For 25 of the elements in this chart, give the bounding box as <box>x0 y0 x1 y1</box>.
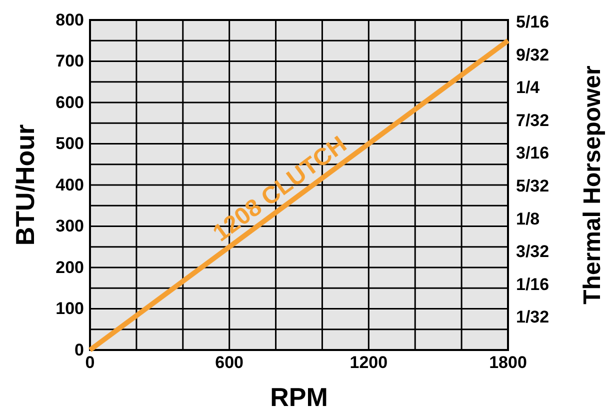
y-tick-label: 300 <box>56 216 84 236</box>
y-tick-label: 200 <box>56 258 84 277</box>
y2-tick-label: 9/32 <box>516 45 550 64</box>
y-tick-label: 600 <box>56 92 84 112</box>
y2-tick-label: 3/16 <box>516 144 550 163</box>
x-tick-label: 1200 <box>350 353 388 372</box>
y2-tick-label: 3/32 <box>516 242 550 262</box>
y-tick-label: 400 <box>56 175 84 194</box>
y2-tick-label: 1/32 <box>516 308 550 327</box>
y-axis-title: BTU/Hour <box>10 124 40 246</box>
y-tick-label: 500 <box>56 134 84 154</box>
y2-tick-label: 1/4 <box>516 78 540 98</box>
y-tick-label: 800 <box>56 10 84 30</box>
x-tick-label: 1800 <box>489 353 527 372</box>
y2-tick-label: 1/8 <box>516 209 540 228</box>
y2-tick-label: 7/32 <box>516 110 550 130</box>
y2-tick-label: 1/16 <box>516 274 550 294</box>
y-tick-label: 700 <box>56 52 84 71</box>
x-axis-title: RPM <box>270 382 328 412</box>
y2-axis-title: Thermal Horsepower <box>579 66 606 304</box>
x-tick-label: 600 <box>215 353 244 372</box>
y2-tick-label: 5/32 <box>516 176 550 196</box>
y-tick-label: 0 <box>74 340 84 360</box>
y2-tick-label: 5/16 <box>516 12 550 32</box>
y-tick-label: 100 <box>56 299 84 318</box>
